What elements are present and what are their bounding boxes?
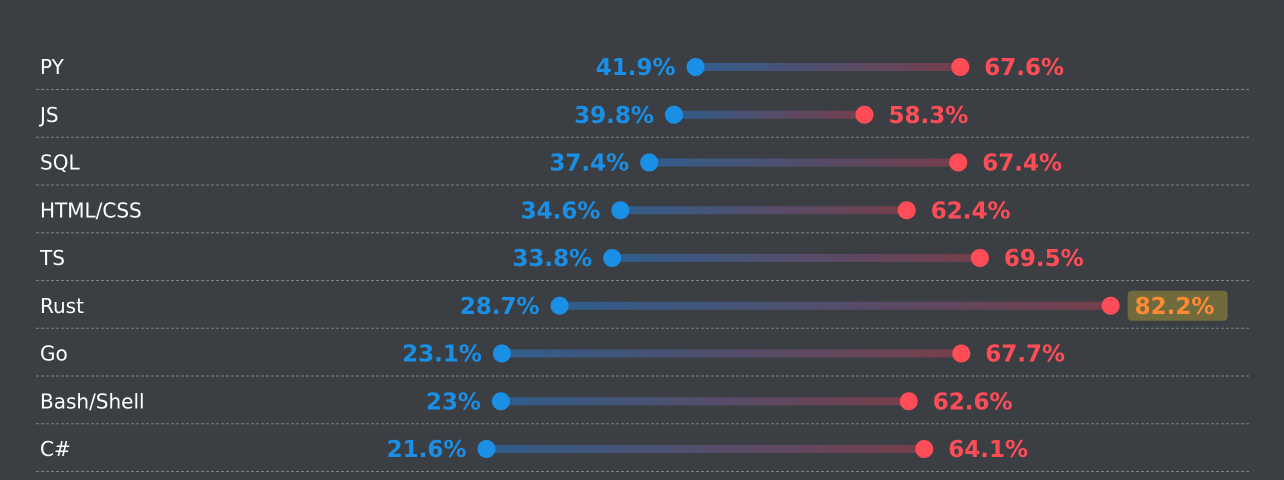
right-value-dot [949,153,968,172]
category-label: TS [39,246,65,270]
category-label: Go [40,342,68,366]
range-bar [501,349,962,358]
left-value-dot [664,105,683,124]
right-value-dot [970,249,989,267]
left-value-dot [477,440,496,458]
right-value-dot [1101,296,1120,315]
range-bar [486,445,925,453]
right-value-dot [855,105,874,124]
right-value-label: 67.7% [985,342,1065,368]
range-bar [695,63,961,71]
category-label: HTML/CSS [40,198,142,222]
left-value-label: 37.4% [549,151,629,177]
chart-row: JS 39.8% 58.3% [36,103,1249,138]
left-value-label: 41.9% [596,55,676,81]
left-value-dot [491,392,510,411]
right-value-label: 82.2% [1135,294,1215,320]
category-label: Bash/Shell [40,389,145,413]
chart-row: Go 23.1% 67.7% [36,342,1249,377]
chart-row: SQL 37.4% 67.4% [36,151,1249,186]
left-value-label: 23% [426,389,481,415]
range-bar [649,158,959,167]
left-value-dot [603,249,622,267]
right-value-label: 64.1% [948,437,1028,463]
right-value-dot [951,58,970,76]
chart-row: Bash/Shell 23% 62.6% [36,389,1249,425]
chart-row: TS 33.8% 69.5% [36,246,1249,281]
left-value-dot [492,344,511,363]
left-value-dot [640,153,659,172]
left-value-dot [686,58,705,76]
right-value-label: 58.3% [888,103,968,129]
left-value-dot [611,201,630,220]
right-value-dot [915,440,934,458]
left-value-label: 34.6% [521,198,601,224]
right-value-label: 62.6% [933,389,1013,415]
right-value-dot [952,344,971,363]
highlight-box [1127,290,1228,321]
left-value-label: 23.1% [402,342,482,368]
chart-rows: PY 41.9% 67.6% JS 39.8% 58.3% SQL 37.4% 67.4% HTM… [36,55,1249,472]
range-bar [673,110,865,119]
category-label: PY [40,55,65,79]
left-value-label: 28.7% [460,294,540,320]
category-label: JS [38,103,59,127]
left-value-label: 21.6% [387,437,467,463]
chart-row: C# 21.6% 64.1% [36,437,1249,472]
left-value-label: 39.8% [574,103,654,129]
category-label: Rust [40,294,84,318]
range-bar [620,206,907,215]
right-value-label: 69.5% [1004,246,1084,272]
left-value-dot [550,296,569,315]
category-label: C# [40,437,71,461]
right-value-label: 67.4% [982,151,1062,177]
right-value-label: 67.6% [984,55,1064,81]
range-bar [559,301,1111,310]
range-bar [612,254,980,262]
chart-row: PY 41.9% 67.6% [36,55,1249,90]
left-value-label: 33.8% [512,246,592,272]
right-value-label: 62.4% [931,198,1011,224]
chart-row: Rust 28.7% 82.2% [36,290,1249,329]
range-bar [500,397,909,406]
category-label: SQL [40,151,80,175]
chart-row: HTML/CSS 34.6% 62.4% [36,198,1249,234]
right-value-dot [899,392,918,411]
right-value-dot [897,201,916,220]
